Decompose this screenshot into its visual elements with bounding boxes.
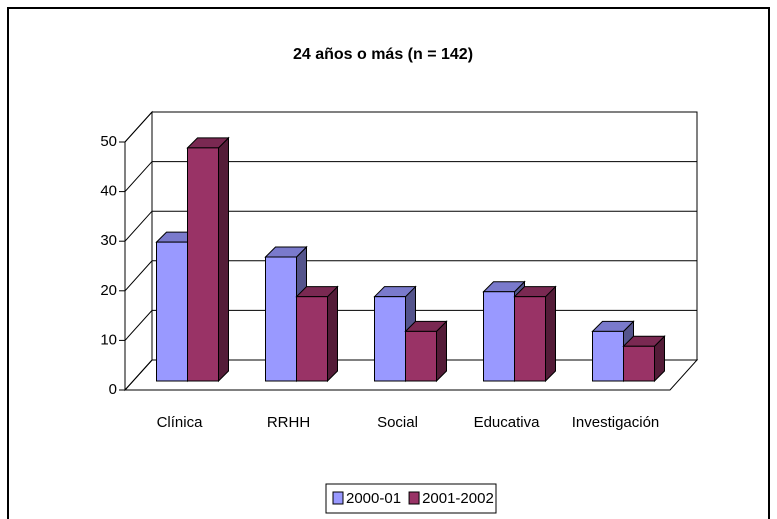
bar-side: [545, 285, 556, 383]
y-tick-label: 10: [100, 331, 117, 348]
bar: [296, 296, 328, 382]
x-tick-label: Clínica: [157, 414, 204, 431]
x-tick-label: Investigación: [572, 414, 660, 431]
legend-label: 2000-01: [346, 490, 401, 507]
grid-line: [124, 161, 697, 192]
bar: [405, 330, 437, 382]
bar: [483, 291, 515, 382]
chart-title: 24 años o más (n = 142): [293, 46, 473, 63]
y-tick-label: 30: [100, 232, 117, 249]
grid-line: [124, 111, 697, 143]
x-tick-label: Educativa: [474, 414, 541, 431]
legend-swatch: [332, 491, 344, 505]
x-tick-label: RRHH: [267, 414, 310, 431]
grid-line: [124, 260, 697, 292]
bar: [187, 147, 219, 382]
x-tick-label: Social: [377, 414, 418, 431]
side-wall: [124, 110, 153, 392]
bar: [514, 296, 546, 382]
bar-side: [218, 136, 229, 383]
legend-swatch: [408, 491, 420, 505]
grid-line: [124, 210, 697, 242]
y-tick-label: 40: [100, 183, 117, 200]
y-tick-label: 50: [100, 133, 117, 150]
bar: [623, 345, 655, 382]
bar-side: [327, 285, 338, 383]
legend-label: 2001-2002: [422, 490, 494, 507]
y-tick-label: 20: [100, 282, 117, 299]
bar: [156, 241, 188, 382]
y-tick-label: 0: [109, 381, 117, 398]
bar: [265, 256, 297, 382]
bar: [374, 296, 406, 382]
bar: [592, 330, 624, 382]
